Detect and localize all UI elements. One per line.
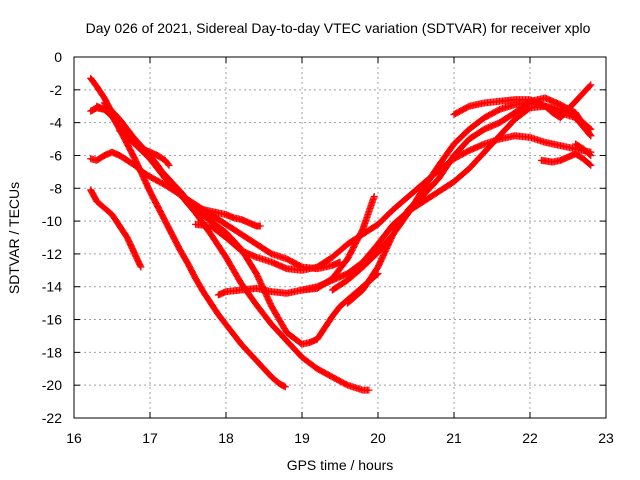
x-tick-label: 16 <box>66 430 82 446</box>
data-point <box>586 130 594 138</box>
series-track-4 <box>87 186 145 271</box>
y-tick-label: -10 <box>42 213 62 229</box>
y-tick-label: -12 <box>42 246 62 262</box>
y-axis-title: SDTVAR / TECUs <box>6 182 22 294</box>
y-tick-label: -14 <box>42 279 62 295</box>
y-tick-label: -8 <box>50 180 63 196</box>
data-point <box>586 151 594 159</box>
plot-frame <box>73 56 607 419</box>
y-tick-label: -4 <box>50 115 63 131</box>
y-tick-label: -2 <box>50 82 63 98</box>
data-point <box>587 151 595 159</box>
x-tick-label: 20 <box>370 430 386 446</box>
series-track-8 <box>192 132 595 274</box>
data-point <box>365 386 373 394</box>
x-tick-label: 18 <box>218 430 234 446</box>
y-tick-label: -22 <box>42 410 62 426</box>
tick-labels: 16 17 18 19 20 21 22 23 0 -2 -4 -6 -8 -10 -12 -14 -16 -18… <box>42 49 614 446</box>
series-track-10 <box>298 192 378 294</box>
series-track-5 <box>93 102 289 391</box>
x-tick-label: 22 <box>522 430 538 446</box>
data-point <box>370 192 378 200</box>
y-tick-label: -20 <box>42 377 62 393</box>
data-point <box>587 132 595 140</box>
data-point <box>281 383 289 391</box>
x-axis-title: GPS time / hours <box>287 457 394 473</box>
y-tick-label: -6 <box>50 147 63 163</box>
y-tick-label: 0 <box>54 49 62 65</box>
series-track-11 <box>328 99 595 294</box>
x-tick-label: 23 <box>598 430 614 446</box>
y-tick-label: -18 <box>42 344 62 360</box>
x-tick-label: 21 <box>446 430 462 446</box>
series-track-12 <box>344 94 595 307</box>
grid <box>74 57 606 418</box>
data-point <box>256 222 264 230</box>
chart-title: Day 026 of 2021, Sidereal Day-to-day VTE… <box>86 20 591 36</box>
data-point <box>164 160 172 168</box>
series-track-15 <box>572 140 595 159</box>
data-point <box>137 263 145 271</box>
y-tick-label: -16 <box>42 312 62 328</box>
data-point <box>280 382 288 390</box>
data-point <box>586 82 594 90</box>
data-point <box>586 160 594 168</box>
data-point <box>587 161 595 169</box>
data-series <box>87 74 595 394</box>
x-tick-label: 17 <box>142 430 158 446</box>
data-point <box>587 81 595 89</box>
series-track-14 <box>537 150 595 169</box>
data-point <box>165 161 173 169</box>
x-tick-label: 19 <box>294 430 310 446</box>
series-track-13 <box>450 81 595 122</box>
